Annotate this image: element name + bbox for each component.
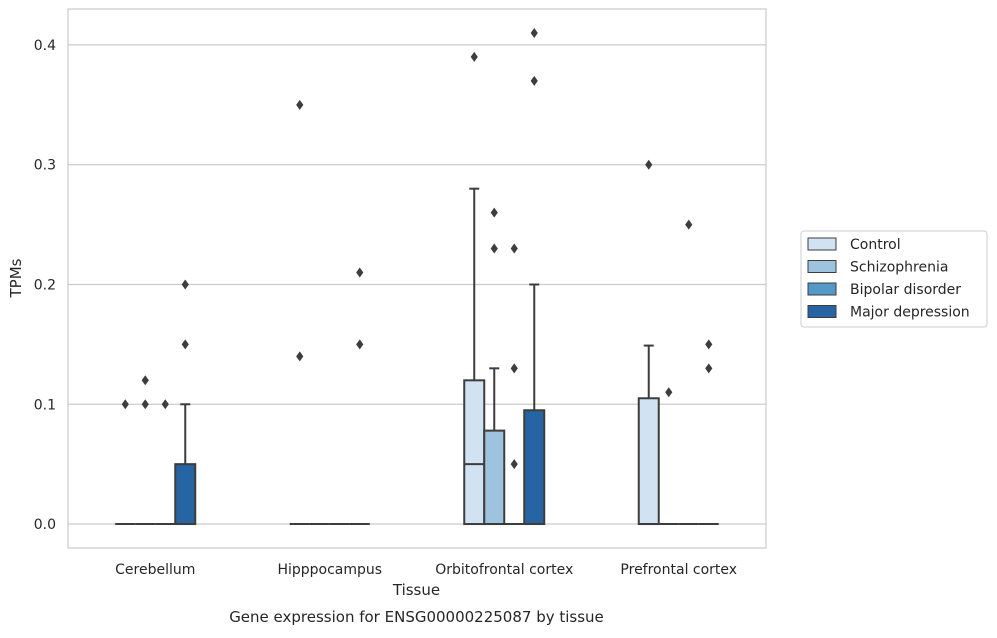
x-tick-label: Hipppocampus xyxy=(277,562,382,578)
box-group xyxy=(523,283,546,526)
y-tick-labels: 0.0 0.1 0.2 0.3 0.4 xyxy=(34,38,56,533)
box-group xyxy=(483,367,506,526)
box-group xyxy=(637,344,660,526)
legend-label: Bipolar disorder xyxy=(850,282,961,298)
y-tick-label: 0.0 xyxy=(34,517,56,533)
outlier-point xyxy=(161,399,169,410)
chart-caption: Gene expression for ENSG00000225087 by t… xyxy=(229,608,604,626)
legend-swatch xyxy=(807,237,837,251)
legend: Control Schizophrenia Bipolar disorder Majo… xyxy=(800,230,988,328)
plot-frame xyxy=(67,8,767,549)
outlier-point xyxy=(490,207,498,218)
outliers-layer xyxy=(121,27,713,470)
x-tick-label: Prefrontal cortex xyxy=(620,562,737,578)
y-axis-label: TPMs xyxy=(7,258,25,298)
outlier-point xyxy=(510,243,518,254)
outlier-point xyxy=(665,387,673,398)
box-iqr xyxy=(463,379,486,526)
legend-label: Major depression xyxy=(850,305,970,321)
outlier-point xyxy=(141,375,149,386)
x-tick-label: Orbitofrontal cortex xyxy=(435,562,573,578)
legend-label: Schizophrenia xyxy=(850,260,948,276)
legend-frame xyxy=(800,230,988,328)
outlier-point xyxy=(530,75,538,86)
box-iqr xyxy=(483,429,506,526)
legend-swatch xyxy=(807,305,837,318)
legend-label: Control xyxy=(850,237,901,253)
outlier-point xyxy=(645,159,653,170)
legend-swatch xyxy=(807,282,837,296)
outlier-point xyxy=(356,339,364,350)
x-tick-labels: Cerebellum Hipppocampus Orbitofrontal cort… xyxy=(115,562,737,578)
outlier-point xyxy=(141,399,149,410)
outlier-point xyxy=(530,27,538,38)
outlier-point xyxy=(705,363,713,374)
outlier-point xyxy=(181,279,189,290)
x-tick-label: Cerebellum xyxy=(115,562,195,578)
y-tick-label: 0.4 xyxy=(34,38,56,54)
y-tick-label: 0.2 xyxy=(34,277,56,293)
y-tick-label: 0.3 xyxy=(34,158,56,174)
x-axis-label: Tissue xyxy=(392,581,440,599)
gridlines xyxy=(68,44,766,525)
box-iqr xyxy=(523,409,546,526)
outlier-point xyxy=(685,219,693,230)
outlier-point xyxy=(356,267,364,278)
box-group xyxy=(174,403,197,526)
outlier-point xyxy=(470,51,478,62)
outlier-point xyxy=(490,243,498,254)
outlier-point xyxy=(510,459,518,470)
boxes-layer xyxy=(115,187,719,526)
outlier-point xyxy=(121,399,129,410)
outlier-point xyxy=(705,339,713,350)
legend-swatch xyxy=(807,260,837,273)
box-iqr xyxy=(174,463,197,526)
outlier-point xyxy=(181,339,189,350)
outlier-point xyxy=(296,351,304,362)
outlier-point xyxy=(510,363,518,374)
box-iqr xyxy=(637,397,660,526)
y-tick-label: 0.1 xyxy=(34,397,56,413)
box-group xyxy=(463,187,486,526)
outlier-point xyxy=(296,99,304,110)
